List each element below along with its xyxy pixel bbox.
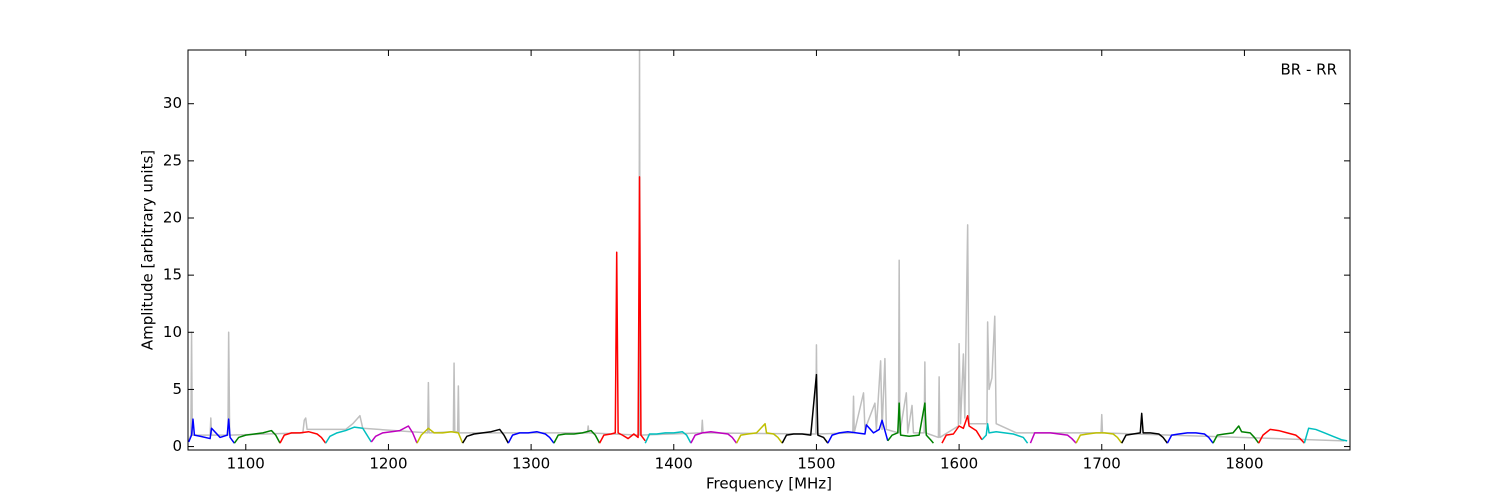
x-axis-label: Frequency [MHz] (706, 475, 832, 493)
x-tick-label: 1800 (1225, 455, 1263, 473)
spectrum-line (781, 373, 829, 444)
spectrum-line (981, 422, 1029, 444)
spectrum-line (941, 414, 983, 444)
x-tick-label: 1400 (655, 455, 693, 473)
spectrum-line (1212, 425, 1260, 444)
spectrum-line (370, 425, 418, 444)
spectrum-line (827, 419, 889, 444)
spectrum-line (1029, 432, 1077, 444)
y-tick-label: 25 (163, 151, 182, 169)
y-tick-label: 20 (163, 209, 182, 227)
spectrum-line (188, 418, 235, 444)
spectrum-line (1121, 412, 1168, 444)
y-tick-label: 10 (163, 323, 182, 341)
annotation: BR - RR (1280, 61, 1337, 79)
spectrum-line (416, 427, 464, 444)
spectrum-line (188, 50, 1345, 442)
y-tick-label: 0 (172, 437, 182, 455)
spectrum-line (1075, 432, 1123, 444)
x-tick-label: 1200 (369, 455, 407, 473)
y-tick-label: 15 (163, 266, 182, 284)
plot-lines (188, 50, 1348, 444)
spectrum-line (735, 422, 783, 444)
spectrum-line (1303, 427, 1348, 444)
spectrum-line (507, 430, 555, 444)
y-tick-label: 5 (172, 380, 182, 398)
x-tick-label: 1100 (227, 455, 265, 473)
x-tick-label: 1700 (1083, 455, 1121, 473)
y-tick-label: 30 (163, 94, 182, 112)
spectrum-line (690, 430, 738, 444)
x-tick-label: 1500 (797, 455, 835, 473)
plot-frame (187, 49, 1351, 451)
spectrum-line (461, 428, 509, 444)
x-tick-label: 1300 (512, 455, 550, 473)
spectrum-line (1166, 432, 1214, 444)
spectrum-line (644, 430, 692, 444)
spectrum-line (233, 429, 281, 444)
spectrum-line (553, 429, 601, 444)
x-tick-label: 1600 (940, 455, 978, 473)
spectrum-line (325, 426, 372, 444)
spectrum-line (598, 176, 646, 444)
spectrum-line (887, 402, 934, 444)
y-axis-label: Amplitude [arbitrary units] (139, 150, 157, 350)
spectrum-line (1258, 428, 1305, 444)
spectrum-line (279, 430, 327, 444)
